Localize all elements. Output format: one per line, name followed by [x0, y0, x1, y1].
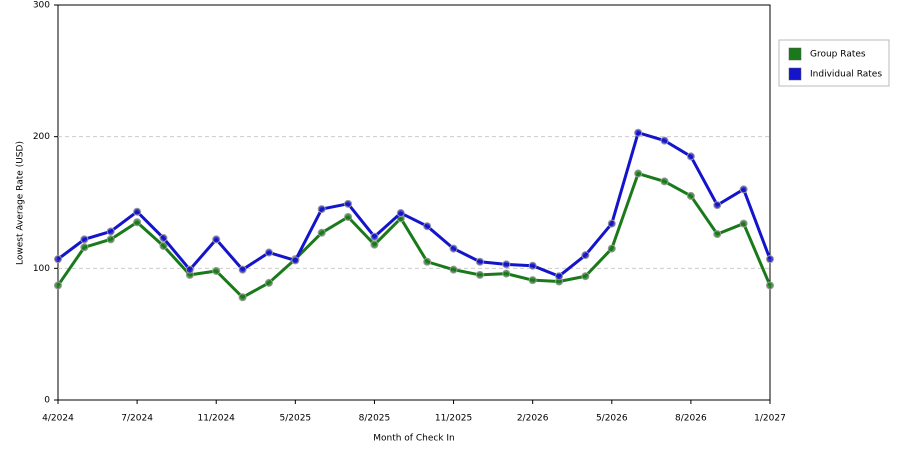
data-point [528, 276, 537, 285]
data-point [185, 265, 194, 274]
data-point [423, 222, 432, 231]
data-point [133, 218, 142, 227]
y-tick-label: 200 [33, 132, 50, 142]
data-point [739, 219, 748, 228]
x-tick-label: 8/2025 [359, 414, 391, 424]
data-point [344, 199, 353, 208]
data-point [449, 265, 458, 274]
data-point [607, 219, 616, 228]
data-point [449, 244, 458, 253]
data-point [80, 235, 89, 244]
data-point [581, 272, 590, 281]
y-axis-label: Lowest Average Rate (USD) [16, 141, 26, 265]
data-point [686, 191, 695, 200]
data-point [291, 256, 300, 265]
x-tick-label: 8/2026 [675, 414, 707, 424]
data-point [660, 177, 669, 186]
data-point [344, 212, 353, 221]
data-point [634, 128, 643, 137]
data-point [686, 152, 695, 161]
data-point [396, 209, 405, 218]
data-point [159, 241, 168, 250]
data-point [238, 265, 247, 274]
data-point [370, 232, 379, 241]
x-tick-label: 5/2025 [279, 414, 311, 424]
x-tick-label: 5/2026 [596, 414, 628, 424]
data-point [370, 240, 379, 249]
legend-label: Individual Rates [810, 70, 882, 80]
data-point [528, 261, 537, 270]
data-point [475, 257, 484, 266]
data-point [739, 185, 748, 194]
data-point [212, 235, 221, 244]
legend-swatch [788, 67, 802, 81]
data-point [317, 205, 326, 214]
data-point [581, 251, 590, 260]
data-point [766, 255, 774, 264]
y-tick-label: 100 [33, 264, 50, 274]
y-tick-label: 0 [44, 396, 50, 406]
data-point [106, 227, 115, 236]
x-tick-label: 1/2027 [754, 414, 786, 424]
data-point [238, 293, 247, 302]
plot-frame [57, 4, 771, 401]
y-tick-label: 300 [33, 1, 50, 11]
x-tick-label: 7/2024 [121, 414, 153, 424]
data-point [607, 244, 616, 253]
series-line [57, 131, 772, 278]
x-tick-label: 4/2024 [42, 414, 74, 424]
data-point [766, 281, 774, 290]
data-point [133, 207, 142, 216]
data-point [212, 266, 221, 275]
data-point [264, 248, 273, 257]
legend-label: Group Rates [810, 50, 866, 60]
x-tick-label: 11/2024 [198, 414, 236, 424]
data-point [80, 243, 89, 252]
legend-swatch [788, 47, 802, 61]
data-point [713, 201, 722, 210]
data-point [634, 169, 643, 178]
data-point [317, 228, 326, 237]
data-point [502, 260, 511, 269]
data-point [555, 272, 564, 281]
data-point [423, 257, 432, 266]
data-point [475, 270, 484, 279]
data-point [54, 255, 62, 264]
data-point [502, 269, 511, 278]
data-point [264, 278, 273, 287]
data-point [713, 230, 722, 239]
data-point [159, 234, 168, 243]
series-line [56, 172, 772, 299]
data-point [106, 235, 115, 244]
data-point [54, 281, 62, 290]
x-axis-label: Month of Check In [373, 434, 455, 444]
data-point [660, 136, 669, 145]
x-tick-label: 11/2025 [435, 414, 472, 424]
x-tick-label: 2/2026 [517, 414, 549, 424]
legend-box [778, 39, 890, 87]
